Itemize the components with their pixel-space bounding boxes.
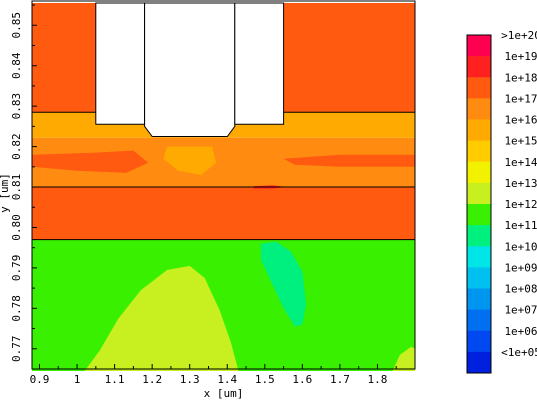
colorbar-swatch [467, 288, 491, 311]
region-lime-lobe [84, 265, 239, 371]
colorbar-label: 1e+11 [504, 219, 537, 232]
colorbar-label: 1e+17 [504, 92, 537, 105]
x-tick-label: 1.4 [217, 373, 237, 386]
colorbar-label: 1e+13 [504, 177, 537, 190]
colorbar-swatch [467, 35, 491, 57]
colorbar-swatch [467, 182, 491, 205]
colorbar-label: 1e+18 [504, 71, 537, 84]
x-tick-label: 1 [74, 373, 81, 386]
colorbar-swatch [467, 119, 491, 142]
colorbar-swatch [467, 267, 491, 289]
colorbar-label: 1e+07 [504, 304, 537, 317]
region-mid-dark-streak [32, 150, 149, 173]
colorbar-swatch [467, 246, 491, 268]
region-lime-corner [392, 346, 415, 371]
colorbar-swatch [467, 204, 491, 226]
x-tick-label: 1.8 [368, 373, 388, 386]
colorbar-label: 1e+10 [504, 240, 537, 253]
colorbar-label: <1e+05 [501, 346, 537, 359]
colorbar-swatch [467, 330, 491, 353]
x-tick-label: 1.5 [255, 373, 275, 386]
material-boundaries-layer [32, 111, 415, 241]
x-axis-title: x [um] [204, 387, 244, 400]
region-lower-layer [32, 187, 415, 240]
x-axis-ticks: 0.9 1 1.1 1.2 1.3 1.4 1.5 1.6 1.7 1.8 [30, 364, 416, 386]
colorbar-label: 1e+14 [504, 156, 537, 169]
colorbar-swatch [467, 351, 491, 374]
void-gate-right [234, 2, 285, 125]
x-tick-label: 1.3 [180, 373, 200, 386]
region-mid-light-patch [163, 146, 216, 175]
colorbar-label: 1e+09 [504, 261, 537, 274]
colorbar-label: 1e+08 [504, 283, 537, 296]
colorbar-label: 1e+06 [504, 325, 537, 338]
colorbar-legend: >1e+20 1e+19 1e+18 1e+17 1e+16 1e+15 1e+14 1e+1… [466, 29, 537, 374]
x-tick-label: 1.7 [330, 373, 350, 386]
colorbar-swatch [467, 77, 491, 99]
region-teal-lobe [261, 241, 307, 327]
contour-fill-layer [32, 3, 415, 371]
region-top-layer [32, 3, 415, 125]
y-tick-label: 0.83 [10, 93, 23, 120]
colorbar-label: 1e+15 [504, 135, 537, 148]
y-tick-label: 0.84 [10, 52, 23, 79]
region-right-dark-streak [283, 154, 415, 167]
y-tick-label: 0.79 [10, 255, 23, 282]
colorbar-swatch [467, 98, 491, 120]
colorbar-label: 1e+16 [504, 114, 537, 127]
y-axis-title: y [um] [0, 173, 11, 213]
x-tick-label: 1.6 [292, 373, 312, 386]
colorbar-frame [466, 34, 492, 374]
y-axis-ticks: 0.77 0.78 0.79 0.80 0.81 0.82 0.83 0.84 0.85 [10, 4, 37, 370]
y-tick-label: 0.77 [10, 336, 23, 363]
colorbar-label: 1e+12 [504, 198, 537, 211]
x-tick-label: 1.1 [105, 373, 125, 386]
colorbar-swatch [467, 140, 491, 163]
x-tick-label: 1.2 [142, 373, 162, 386]
y-tick-label: 0.81 [10, 174, 23, 201]
x-tick-label: 0.9 [30, 373, 50, 386]
colorbar-swatch [467, 225, 491, 247]
y-tick-label: 0.78 [10, 295, 23, 322]
y-tick-label: 0.85 [10, 12, 23, 39]
colorbar-swatch [467, 161, 491, 184]
colorbar-swatch [467, 309, 491, 332]
region-mid-band [32, 137, 415, 187]
colorbar-label: 1e+19 [504, 50, 537, 63]
gate-voids-layer [95, 2, 285, 137]
void-gate-center [144, 2, 236, 137]
void-gate-left [95, 2, 146, 125]
plot-frame [31, 0, 416, 370]
colorbar-swatch [467, 56, 491, 78]
y-tick-label: 0.80 [10, 214, 23, 241]
colorbar-label: >1e+20 [501, 29, 537, 42]
y-tick-label: 0.82 [10, 133, 23, 160]
